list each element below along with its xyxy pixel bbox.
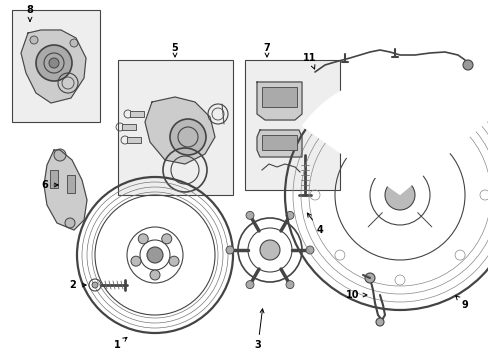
Bar [127, 137, 141, 143]
Circle shape [150, 270, 160, 280]
Circle shape [30, 36, 38, 44]
Circle shape [462, 60, 472, 70]
Circle shape [162, 234, 171, 244]
Bar [12, 10, 100, 122]
Circle shape [225, 246, 234, 254]
Bar [67, 175, 75, 193]
Text: 9: 9 [455, 296, 468, 310]
Circle shape [65, 218, 75, 228]
Text: 10: 10 [346, 290, 366, 300]
Bar [118, 60, 232, 195]
Bar [244, 60, 339, 190]
Circle shape [170, 119, 205, 155]
Text: 2: 2 [69, 280, 86, 290]
Text: 8: 8 [26, 5, 33, 21]
Circle shape [169, 256, 179, 266]
Text: 6: 6 [41, 180, 58, 190]
Polygon shape [257, 82, 302, 120]
Circle shape [384, 180, 414, 210]
Circle shape [285, 281, 293, 289]
Circle shape [138, 234, 148, 244]
Circle shape [245, 211, 253, 219]
Wedge shape [301, 75, 488, 195]
Circle shape [49, 58, 59, 68]
Text: 7: 7 [263, 43, 270, 57]
Circle shape [70, 39, 78, 47]
Circle shape [375, 318, 383, 326]
Circle shape [36, 45, 72, 81]
Circle shape [364, 273, 374, 283]
Circle shape [245, 281, 253, 289]
Circle shape [260, 240, 280, 260]
Bar [262, 87, 296, 107]
Circle shape [131, 256, 141, 266]
Circle shape [305, 246, 313, 254]
Polygon shape [145, 97, 215, 164]
Text: 5: 5 [171, 43, 178, 57]
Circle shape [92, 282, 98, 288]
Text: 3: 3 [254, 309, 264, 350]
Polygon shape [21, 30, 86, 103]
Bar [262, 135, 296, 150]
Circle shape [285, 211, 293, 219]
Wedge shape [303, 77, 488, 195]
Text: 4: 4 [306, 213, 323, 235]
Text: 1: 1 [113, 337, 127, 350]
Bar [130, 111, 143, 117]
Bar [50, 170, 58, 188]
Circle shape [54, 149, 66, 161]
Polygon shape [257, 130, 302, 157]
Bar [122, 124, 136, 130]
Text: 11: 11 [303, 53, 316, 69]
Circle shape [147, 247, 163, 263]
Polygon shape [44, 150, 87, 230]
